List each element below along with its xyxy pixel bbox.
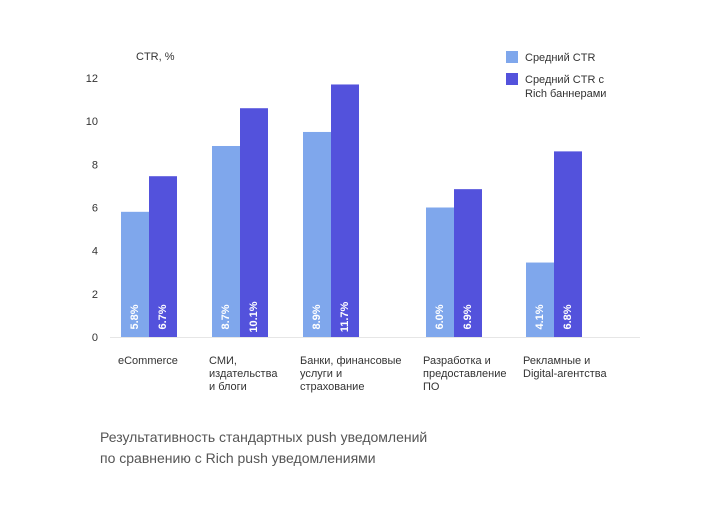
value-label-s2-5: 6.8%: [562, 304, 574, 329]
bar-s1-4: [426, 207, 454, 337]
category-label-3-line-2: услуги и: [300, 368, 342, 380]
bar-s1-3: [303, 131, 331, 337]
value-label-s2-3: 11.7%: [339, 301, 351, 332]
y-tick-label-4: 4: [92, 246, 98, 258]
value-label-s1-2: 8.7%: [220, 304, 232, 329]
value-label-s1-1: 5.8%: [129, 304, 141, 329]
value-label-s2-4: 6.9%: [462, 304, 474, 329]
category-label-3-line-3: страхование: [300, 381, 364, 393]
legend-swatch-2: [506, 73, 518, 85]
y-tick-label-8: 8: [92, 159, 98, 171]
category-label-2-line-2: издательства: [209, 368, 278, 380]
bar-s1-5: [526, 262, 554, 337]
value-label-s2-2: 10.1%: [248, 301, 260, 332]
category-label-5-line-1: Рекламные и: [523, 355, 590, 367]
caption-line-2: по сравнению с Rich push уведомлениями: [100, 450, 376, 466]
y-tick-label-10: 10: [86, 116, 98, 128]
y-tick-label-0: 0: [92, 332, 98, 344]
chart-caption: Результативность стандартных push уведом…: [100, 427, 520, 469]
category-label-5-line-2: Digital-агентства: [523, 368, 607, 380]
category-label-4-line-1: Разработка и: [423, 355, 491, 367]
bar-s1-1: [121, 211, 149, 337]
bar-s1-2: [212, 145, 240, 337]
value-label-s1-5: 4.1%: [534, 304, 546, 329]
y-axis-label: CTR, %: [136, 51, 175, 63]
bar-s2-4: [454, 189, 482, 337]
y-tick-label-6: 6: [92, 203, 98, 215]
category-label-4-line-2: предоставление: [423, 368, 506, 380]
legend-label-1-line-1: Средний CTR: [525, 52, 595, 64]
legend-label-2-line-2: Rich баннерами: [525, 88, 606, 100]
category-label-2-line-3: и блоги: [209, 381, 247, 393]
caption-line-1: Результативность стандартных push уведом…: [100, 429, 428, 445]
bar-s2-1: [149, 176, 177, 337]
category-label-3-line-1: Банки, финансовые: [300, 355, 402, 367]
value-label-s1-3: 8.9%: [311, 304, 323, 329]
category-label-2-line-1: СМИ,: [209, 355, 237, 367]
legend-swatch-1: [506, 51, 518, 63]
category-label-4-line-3: ПО: [423, 381, 440, 393]
y-tick-label-2: 2: [92, 289, 98, 301]
bar-s2-2: [240, 108, 268, 337]
bar-s2-3: [331, 84, 359, 337]
bar-s2-5: [554, 151, 582, 337]
value-label-s1-4: 6.0%: [434, 304, 446, 329]
y-tick-label-12: 12: [86, 73, 98, 85]
value-label-s2-1: 6.7%: [157, 304, 169, 329]
category-label-1-line-1: eCommerce: [118, 355, 178, 367]
legend-label-2-line-1: Средний CTR с: [525, 74, 604, 86]
